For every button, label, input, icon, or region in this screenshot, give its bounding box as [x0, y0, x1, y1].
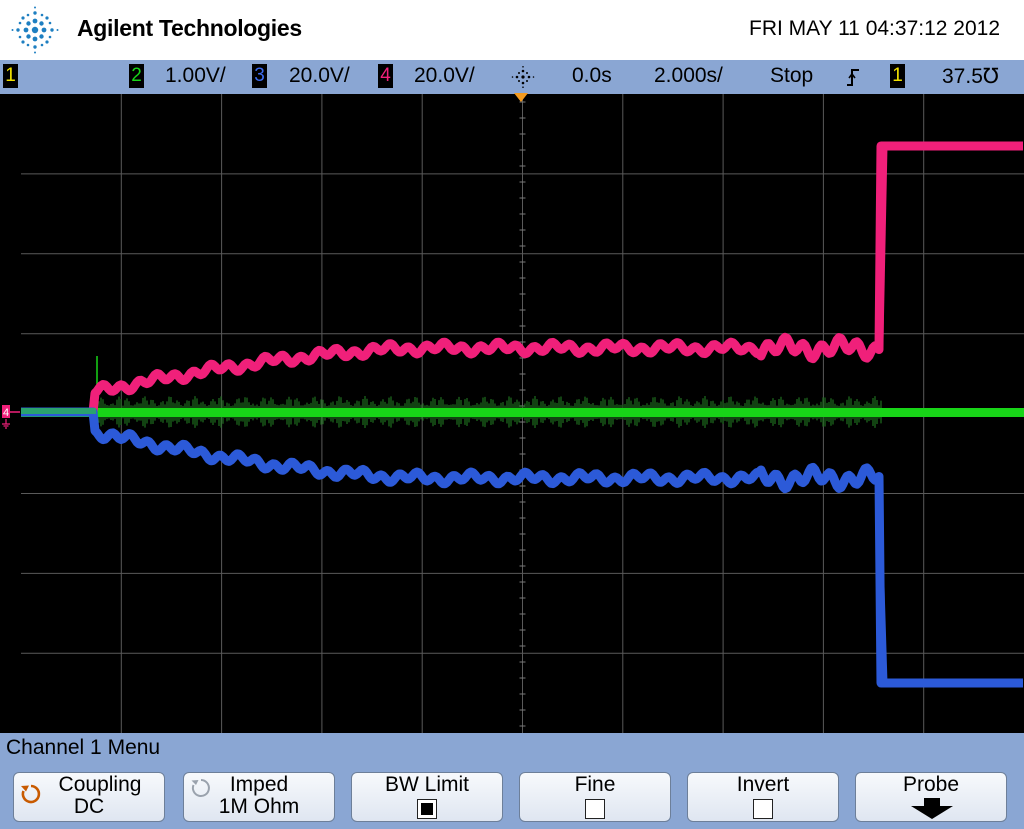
entry-knob-icon [21, 784, 41, 804]
submenu-arrow-down-icon [911, 798, 953, 819]
channel-2-trace [21, 408, 1024, 417]
fine-label: Fine [574, 773, 616, 796]
time-scale: 2.000s/ [654, 64, 723, 87]
run-state: Stop [770, 64, 814, 87]
probe-label: Probe [902, 773, 960, 796]
bw-limit-label: BW Limit [385, 773, 469, 796]
coupling-label: Coupling [58, 773, 142, 796]
fine-checkbox[interactable] [585, 799, 605, 819]
acquire-spark-icon [511, 66, 535, 88]
trigger-rising-edge-icon [847, 69, 859, 86]
invert-checkbox[interactable] [753, 799, 773, 819]
softkey-bar [0, 733, 1024, 829]
coupling-softkey[interactable]: Coupling DC [13, 772, 165, 822]
imped-value: 1M Ohm [218, 795, 300, 818]
datetime: FRI MAY 11 04:37:12 2012 [749, 17, 1000, 40]
channel-3-trace [21, 407, 1024, 688]
probe-softkey[interactable]: Probe [855, 772, 1007, 822]
channel-3-indicator[interactable]: 3 [252, 64, 267, 88]
agilent-spark-logo-icon [11, 6, 59, 54]
fine-softkey[interactable]: Fine [519, 772, 671, 822]
channel-ground-marker-icon: 4 [2, 405, 20, 429]
channel-3-step-edge [878, 489, 888, 684]
trigger-source-indicator[interactable]: 1 [890, 64, 905, 88]
time-reference-marker-icon [514, 93, 528, 102]
oscilloscope-graticule [21, 94, 1024, 733]
entry-knob-icon [191, 779, 210, 797]
invert-label: Invert [736, 773, 790, 796]
ground-marker-label: 4 [3, 407, 9, 419]
channel-2-indicator[interactable]: 2 [129, 64, 144, 88]
time-delay: 0.0s [572, 64, 612, 87]
waveform-traces [21, 141, 1024, 688]
menu-title: Channel 1 Menu [6, 736, 161, 759]
imped-label: Imped [229, 773, 289, 796]
imped-softkey[interactable]: Imped 1M Ohm [183, 772, 335, 822]
channel-4-trace [21, 141, 1024, 417]
channel-2-scale: 1.00V/ [165, 64, 226, 87]
channel-2-trace-left [21, 408, 96, 414]
channel-1-indicator[interactable]: 1 [3, 64, 18, 88]
trigger-level: 37.5℧ [942, 65, 999, 88]
left-marker-strip [0, 94, 21, 733]
status-bar: 1 2 1.00V/ 3 20.0V/ 4 20.0V/ 0.0s 2.000s… [0, 60, 1024, 94]
coupling-value: DC [73, 795, 105, 818]
bw-limit-checkbox[interactable] [417, 799, 437, 819]
channel-4-scale: 20.0V/ [414, 64, 475, 87]
channel-3-scale: 20.0V/ [289, 64, 350, 87]
channel-4-indicator[interactable]: 4 [378, 64, 393, 88]
invert-softkey[interactable]: Invert [687, 772, 839, 822]
bw-limit-softkey[interactable]: BW Limit [351, 772, 503, 822]
channel-4-step-edge [880, 145, 888, 341]
header: Agilent Technologies FRI MAY 11 04:37:12… [0, 0, 1024, 60]
brand-name: Agilent Technologies [77, 15, 302, 41]
